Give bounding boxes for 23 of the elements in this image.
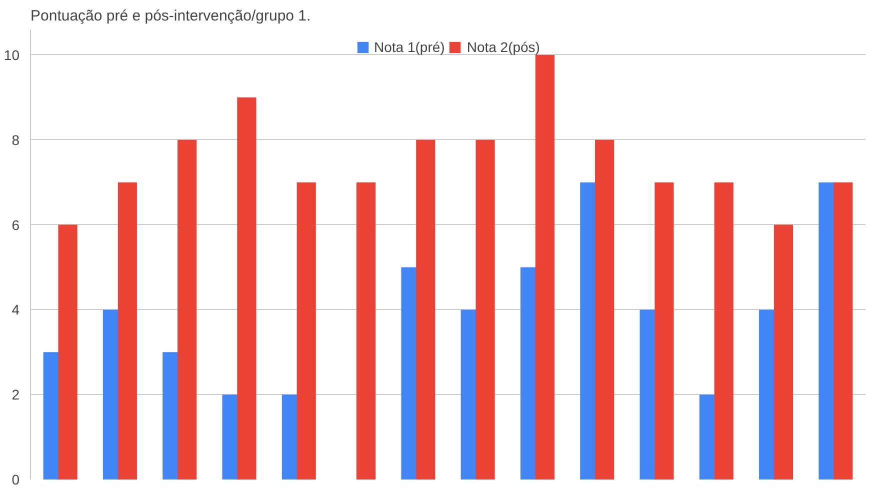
y-tick-label: 2 <box>12 386 20 403</box>
bar <box>356 182 376 480</box>
legend-label: Nota 2(pós) <box>466 39 540 55</box>
bar <box>774 224 794 480</box>
y-tick-label: 4 <box>12 302 20 318</box>
bar <box>118 182 137 480</box>
y-tick-label: 10 <box>4 46 20 63</box>
bar <box>654 182 674 480</box>
bar <box>476 140 495 480</box>
legend-label: Nota 1(pré) <box>374 39 445 55</box>
bar <box>296 182 316 480</box>
bar <box>535 54 554 480</box>
bar <box>178 140 197 480</box>
y-tick-label: 0 <box>12 472 20 488</box>
bar <box>237 97 256 480</box>
y-tick-label: 8 <box>12 132 20 148</box>
chart-title: Pontuação pré e pós-intervenção/grupo 1. <box>30 8 311 24</box>
bar <box>58 224 78 480</box>
bar <box>416 140 436 480</box>
bar <box>595 140 614 480</box>
bar <box>834 182 853 480</box>
bar <box>714 182 734 480</box>
y-tick-label: 6 <box>12 216 20 233</box>
